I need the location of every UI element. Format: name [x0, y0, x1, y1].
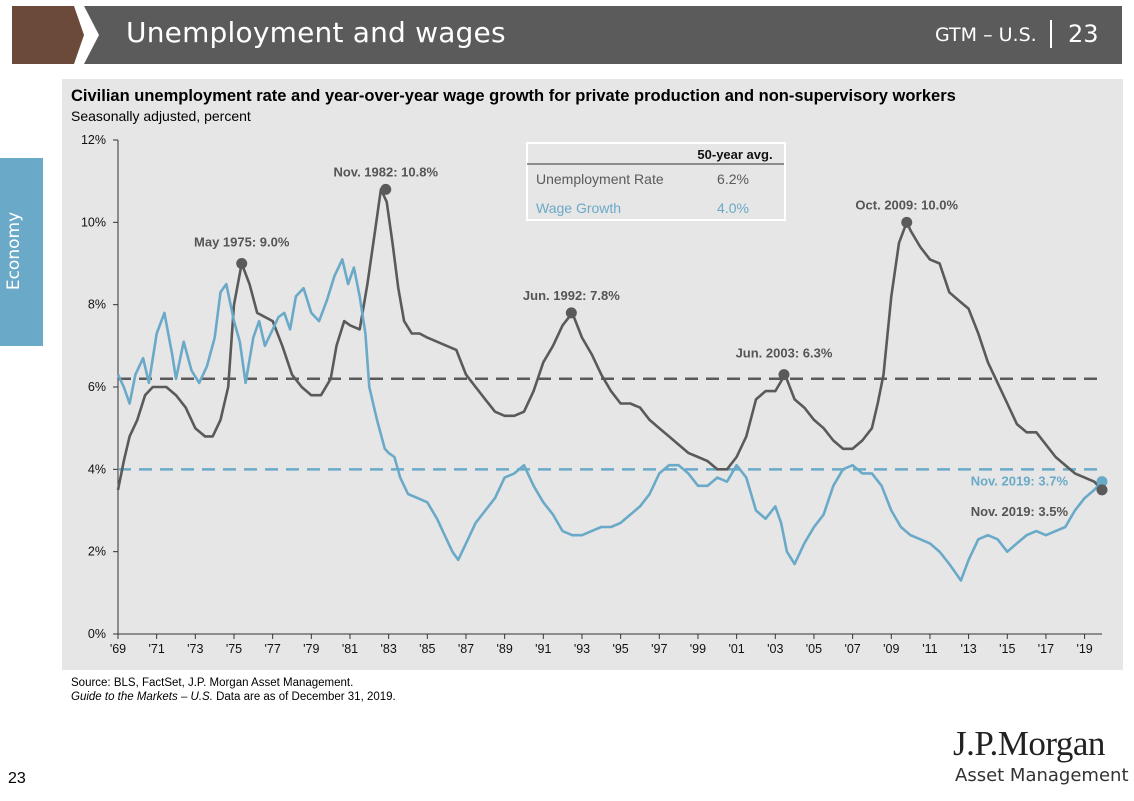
header-page-number: 23 [1068, 20, 1099, 48]
annotation-label: Nov. 2019: 3.5% [971, 504, 1069, 519]
jpmorgan-logo-subtitle: Asset Management [955, 765, 1129, 786]
x-tick-label: '01 [728, 642, 744, 656]
annotation-label: Oct. 2009: 10.0% [855, 197, 958, 212]
annotation-marker [1096, 484, 1108, 496]
x-tick-label: '83 [380, 642, 396, 656]
x-tick-label: '07 [844, 642, 860, 656]
avg-table-value: 6.2% [717, 171, 749, 187]
x-tick-label: '19 [1076, 642, 1092, 656]
x-tick-label: '81 [342, 642, 358, 656]
x-tick-label: '95 [612, 642, 628, 656]
x-tick-label: '15 [999, 642, 1015, 656]
annotation-label: May 1975: 9.0% [194, 235, 290, 250]
top-header-bar: Unemployment and wages GTM – U.S. 23 [0, 0, 1134, 64]
x-tick-label: '11 [922, 642, 937, 656]
avg-table-label: Wage Growth [536, 200, 621, 216]
header-divider [1050, 20, 1052, 48]
annotation-marker [565, 307, 577, 319]
y-tick-label: 4% [88, 462, 106, 476]
annotation-label: Jun. 1992: 7.8% [523, 288, 620, 303]
x-tick-label: '69 [110, 642, 126, 656]
y-tick-label: 6% [88, 380, 106, 394]
avg-table-box [526, 142, 786, 221]
x-tick-label: '73 [187, 642, 203, 656]
x-tick-label: '09 [883, 642, 899, 656]
x-tick-label: '79 [303, 642, 319, 656]
data-as-of-text: Data are as of December 31, 2019. [212, 691, 396, 703]
annotation-marker [1096, 476, 1108, 488]
x-tick-label: '05 [806, 642, 822, 656]
x-tick-label: '97 [651, 642, 667, 656]
jpmorgan-logo-wordmark: J.P.Morgan [953, 724, 1105, 763]
avg-table-header: 50-year avg. [697, 147, 772, 162]
x-tick-label: '17 [1038, 642, 1054, 656]
series-line [116, 258, 1103, 582]
annotation-label: Jun. 2003: 6.3% [736, 346, 833, 361]
section-tab [0, 158, 43, 346]
x-tick-label: '87 [458, 642, 474, 656]
annotation-marker [778, 369, 790, 381]
chart-subtitle: Seasonally adjusted, percent [71, 108, 251, 124]
page-title: Unemployment and wages [126, 16, 506, 49]
series-line [116, 188, 1103, 491]
avg-table-label: Unemployment Rate [536, 171, 664, 187]
y-tick-label: 2% [88, 545, 106, 559]
x-tick-label: '89 [496, 642, 512, 656]
guide-title: Guide to the Markets – U.S. [71, 691, 213, 703]
page-number: 23 [8, 770, 26, 787]
x-tick-label: '71 [149, 642, 165, 656]
annotation-marker [901, 216, 913, 228]
y-tick-label: 10% [81, 215, 106, 229]
x-tick-label: '85 [419, 642, 435, 656]
x-tick-label: '75 [226, 642, 242, 656]
x-tick-label: '13 [960, 642, 976, 656]
x-tick-label: '93 [574, 642, 590, 656]
y-tick-label: 0% [88, 627, 106, 641]
header-accent-arrow [12, 6, 84, 64]
x-tick-label: '03 [767, 642, 783, 656]
annotation-label: Nov. 2019: 3.7% [971, 474, 1069, 489]
data-as-of-note: Guide to the Markets – U.S. Data are as … [71, 691, 396, 703]
annotation-marker [236, 258, 248, 269]
x-tick-label: '77 [265, 642, 281, 656]
source-note: Source: BLS, FactSet, J.P. Morgan Asset … [71, 677, 354, 689]
y-tick-label: 8% [88, 298, 106, 312]
x-tick-label: '99 [690, 642, 706, 656]
annotation-marker [380, 183, 392, 195]
y-tick-label: 12% [81, 133, 106, 147]
chart-title: Civilian unemployment rate and year-over… [71, 87, 956, 105]
x-tick-label: '91 [535, 642, 551, 656]
header-title-band [84, 6, 1122, 64]
avg-table-value: 4.0% [717, 200, 749, 216]
gtm-label: GTM – U.S. [935, 24, 1037, 46]
annotation-label: Nov. 1982: 10.8% [333, 164, 438, 179]
